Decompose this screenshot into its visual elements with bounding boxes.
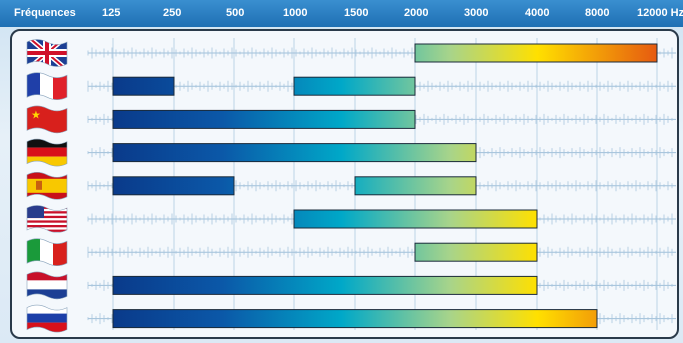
- row-flag-netherlands: [26, 271, 676, 300]
- tick-label-250: 250: [163, 7, 182, 19]
- flag-italy-icon: [26, 238, 68, 266]
- flag-france-icon: [26, 72, 68, 100]
- row-flag-uk: [26, 39, 676, 67]
- bar-france-1000-2000: [293, 76, 416, 96]
- tick-label-125: 125: [102, 7, 121, 19]
- tick-label-2000: 2000: [404, 7, 429, 19]
- row-flag-spain: [26, 172, 676, 200]
- bar-russia-125-8000: [112, 309, 598, 329]
- flag-china-icon: ★: [26, 105, 68, 134]
- bar-uk-2000-12000: [414, 43, 658, 63]
- flag-germany-icon: [26, 138, 68, 167]
- tick-label-8000: 8000: [585, 7, 610, 19]
- bar-spain-125-500: [112, 176, 235, 196]
- flag-uk-icon: [26, 39, 68, 67]
- flag-russia-icon: [26, 304, 68, 333]
- tick-label-4000: 4000: [525, 7, 550, 19]
- row-flag-russia: [26, 304, 676, 333]
- svg-text:★: ★: [31, 108, 41, 121]
- row-flag-china: ★: [26, 105, 676, 134]
- row-flag-germany: [26, 138, 676, 167]
- frequency-header: Fréquences 125 250 500 1000 1500 2000 30…: [0, 0, 683, 27]
- row-flag-france: [26, 72, 676, 100]
- row-flag-italy: [26, 238, 676, 266]
- bar-germany-125-3000: [112, 143, 477, 163]
- bar-spain-1500-3000: [354, 176, 477, 196]
- tick-label-3000: 3000: [464, 7, 489, 19]
- row-flag-usa: [26, 205, 676, 233]
- tick-label-1000: 1000: [283, 7, 308, 19]
- bar-netherlands-125-4000: [112, 275, 538, 295]
- flag-netherlands-icon: [26, 271, 68, 300]
- flag-usa-icon: [26, 205, 68, 233]
- bar-france-125-250: [112, 76, 175, 96]
- tick-label-500: 500: [226, 7, 245, 19]
- tick-label-12000: 12000 Hz: [637, 7, 683, 19]
- bar-italy-2000-4000: [414, 242, 538, 262]
- flag-spain-icon: [26, 172, 68, 200]
- bar-usa-1000-4000: [293, 209, 538, 229]
- frequency-title: Fréquences: [14, 7, 76, 19]
- bar-china-125-2000: [112, 109, 416, 129]
- row-waveform: [87, 246, 673, 258]
- tick-label-1500: 1500: [344, 7, 369, 19]
